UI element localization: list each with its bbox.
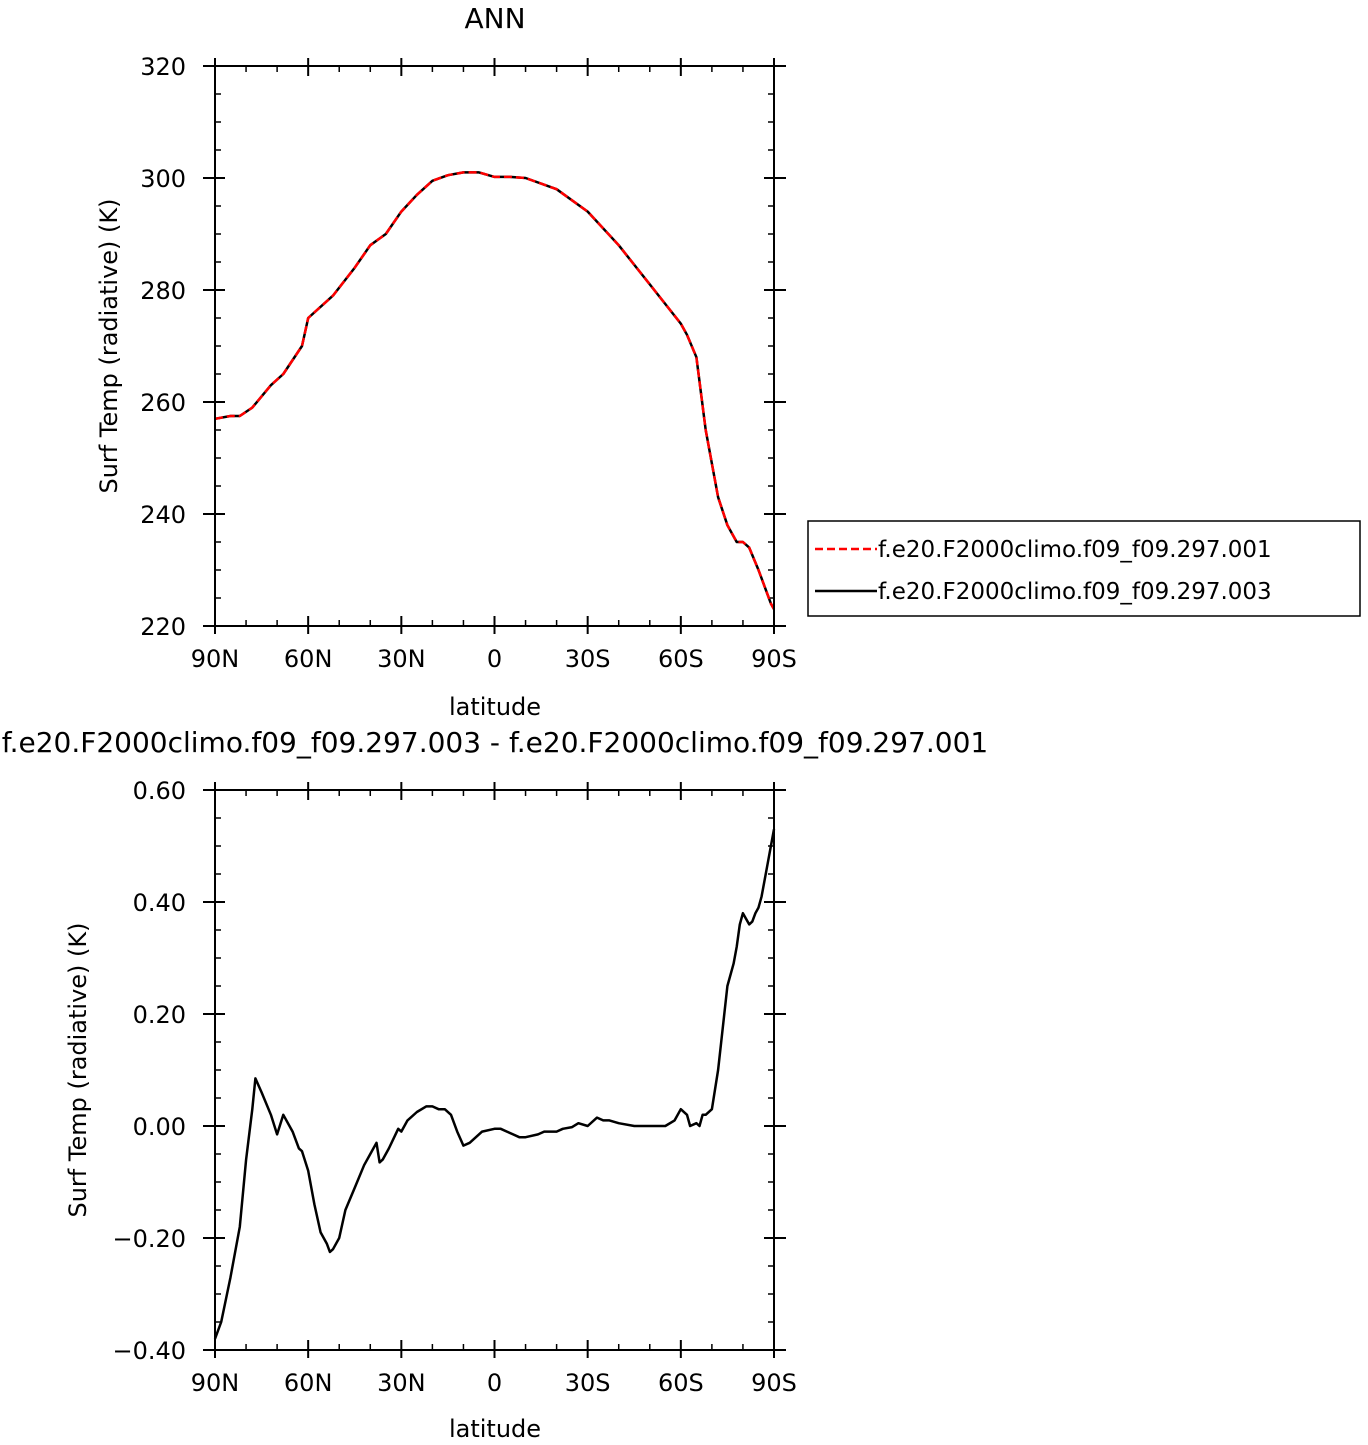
bottom-x-tick-label: 60N bbox=[284, 1369, 333, 1397]
bottom-y-tick-label: 0.60 bbox=[133, 777, 186, 805]
bottom-x-tick-label: 90S bbox=[751, 1369, 797, 1397]
top-y-tick-label: 260 bbox=[140, 389, 186, 417]
top-x-tick-label: 90S bbox=[751, 645, 797, 673]
bottom-y-axis-label: Surf Temp (radiative) (K) bbox=[64, 922, 92, 1217]
top-x-tick-label: 60N bbox=[284, 645, 333, 673]
top-y-tick-label: 320 bbox=[140, 53, 186, 81]
bottom-y-tick-label: 0.40 bbox=[133, 889, 186, 917]
top-y-tick-label: 240 bbox=[140, 501, 186, 529]
top-x-axis-label: latitude bbox=[449, 693, 541, 721]
bottom-x-axis-label: latitude bbox=[449, 1415, 541, 1443]
top-y-tick-label: 220 bbox=[140, 613, 186, 641]
bottom-plot-frame bbox=[214, 789, 775, 1351]
bottom-y-tick-label: −0.40 bbox=[112, 1337, 186, 1365]
legend-box bbox=[807, 520, 1361, 617]
top-x-tick-label: 60S bbox=[658, 645, 704, 673]
top-chart-title: ANN bbox=[464, 2, 525, 35]
top-x-tick-label: 0 bbox=[487, 645, 502, 673]
legend-label-003: f.e20.F2000climo.f09_f09.297.003 bbox=[878, 579, 1272, 605]
bottom-chart-title: f.e20.F2000climo.f09_f09.297.003 - f.e20… bbox=[2, 726, 988, 759]
top-y-tick-label: 280 bbox=[140, 277, 186, 305]
top-series-line-0 bbox=[214, 171, 776, 610]
legend: f.e20.F2000climo.f09_f09.297.001 f.e20.F… bbox=[807, 520, 1361, 617]
bottom-y-tick-label: 0.20 bbox=[133, 1001, 186, 1029]
bottom-panel: f.e20.F2000climo.f09_f09.297.003 - f.e20… bbox=[2, 726, 988, 1443]
top-y-axis-label: Surf Temp (radiative) (K) bbox=[95, 198, 123, 493]
bottom-y-tick-label: −0.20 bbox=[112, 1225, 186, 1253]
bottom-y-tick-label: 0.00 bbox=[133, 1113, 186, 1141]
top-x-tick-label: 90N bbox=[191, 645, 240, 673]
bottom-x-tick-label: 90N bbox=[191, 1369, 240, 1397]
legend-label-001: f.e20.F2000climo.f09_f09.297.001 bbox=[878, 537, 1272, 563]
top-plot-frame bbox=[214, 65, 775, 627]
bottom-x-tick-label: 60S bbox=[658, 1369, 704, 1397]
top-x-tick-label: 30S bbox=[565, 645, 611, 673]
bottom-x-tick-label: 30N bbox=[377, 1369, 426, 1397]
top-plot-area: 90N 60N 30N 0 30S 60S 90S 220 240 260 280 300 320 bbox=[140, 53, 797, 673]
top-series-line-1 bbox=[214, 171, 776, 610]
top-panel: ANN 90N 60N 30N 0 30S 60S 90S 220 240 260 280 300 32… bbox=[95, 2, 797, 721]
bottom-series-line-0 bbox=[213, 828, 776, 1340]
top-x-tick-label: 30N bbox=[377, 645, 426, 673]
top-y-tick-label: 300 bbox=[140, 165, 186, 193]
bottom-x-tick-label: 30S bbox=[565, 1369, 611, 1397]
bottom-x-tick-label: 0 bbox=[487, 1369, 502, 1397]
